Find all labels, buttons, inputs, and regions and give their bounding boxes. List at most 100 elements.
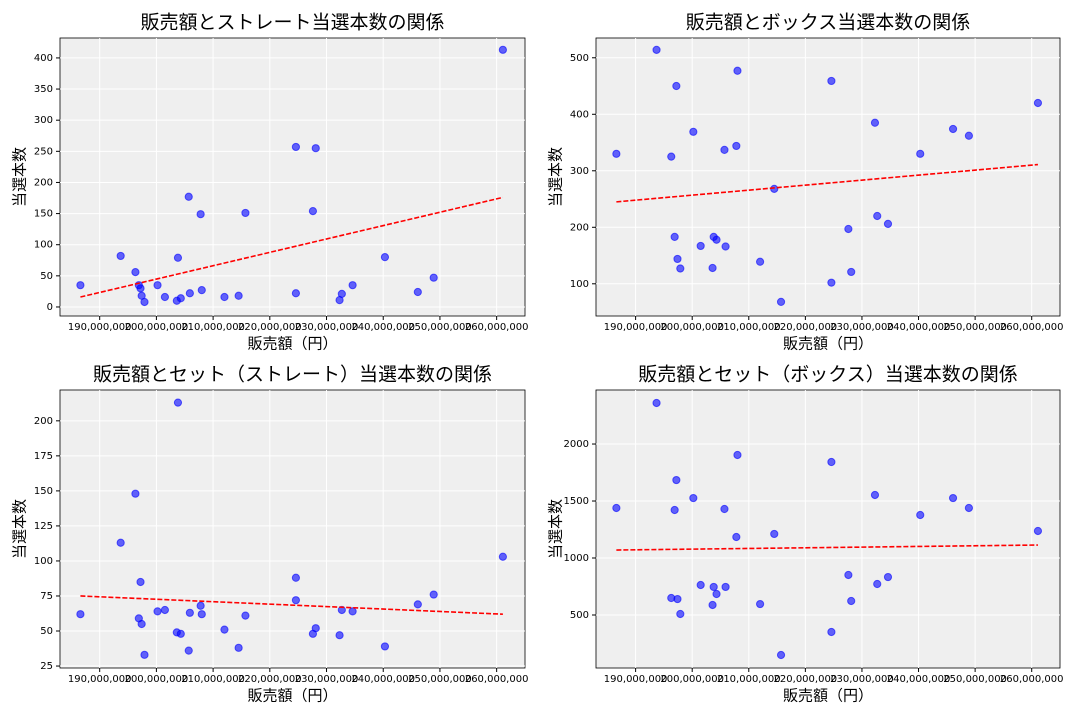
scatter-point	[308, 206, 318, 216]
y-tick-label: 0	[47, 302, 53, 313]
x-axis-label: 販売額（円）	[783, 335, 873, 353]
y-tick-label: 200	[570, 222, 589, 233]
trend-line	[616, 163, 1039, 203]
scatter-point	[770, 529, 779, 539]
scatter-point	[413, 287, 422, 297]
x-axis-label: 販売額（円）	[783, 687, 873, 705]
scatter-point	[720, 504, 729, 514]
scatter-point	[827, 278, 836, 287]
plot-area	[59, 389, 526, 669]
x-tick-label: 200,000,000	[125, 322, 189, 333]
x-tick-label: 250,000,000	[943, 322, 1007, 333]
scatter-point	[708, 600, 717, 610]
scatter-point	[160, 605, 170, 615]
y-tick-label: 75	[40, 591, 53, 602]
x-tick-label: 240,000,000	[887, 674, 951, 685]
scatter-point	[234, 643, 243, 652]
chart-title: 販売額とボックス当選本数の関係	[686, 12, 970, 34]
scatter-point	[335, 631, 344, 640]
x-tick-label: 220,000,000	[238, 674, 302, 685]
x-tick-label: 190,000,000	[68, 674, 132, 685]
scatter-point	[136, 284, 145, 293]
scatter-point	[667, 152, 676, 161]
scatter-point	[241, 611, 250, 620]
scatter-point	[153, 281, 162, 290]
scatter-point	[348, 607, 357, 616]
scatter-point	[116, 251, 125, 261]
scatter-point	[173, 253, 183, 262]
scatter-point	[291, 596, 301, 605]
scatter-point	[776, 297, 786, 306]
scatter-point	[689, 493, 698, 503]
scatter-point	[197, 286, 206, 295]
scatter-point	[670, 505, 679, 515]
x-tick-label: 210,000,000	[181, 322, 245, 333]
x-tick-label: 260,000,000	[465, 322, 529, 333]
y-tick-label: 300	[34, 115, 53, 126]
scatter-point	[291, 289, 301, 298]
scatter-point	[311, 144, 320, 153]
y-tick-label: 50	[40, 271, 53, 282]
scatter-point	[131, 489, 140, 498]
scatter-point	[498, 552, 507, 561]
trend-line	[80, 196, 504, 298]
scatter-point	[1033, 526, 1043, 536]
scatter-point	[696, 241, 705, 251]
scatter-point	[612, 503, 621, 513]
y-tick-label: 100	[570, 279, 589, 290]
scatter-point	[196, 210, 205, 219]
x-tick-label: 230,000,000	[295, 674, 359, 685]
scatter-point	[185, 608, 194, 617]
x-tick-label: 210,000,000	[181, 674, 245, 685]
scatter-point	[184, 192, 193, 201]
scatter-point	[844, 570, 853, 580]
scatter-point	[196, 601, 205, 610]
scatter-point	[673, 254, 682, 264]
scatter-point	[732, 532, 741, 542]
scatter-point	[712, 235, 721, 244]
scatter-point	[732, 141, 741, 151]
scatter-point	[755, 257, 765, 266]
scatter-point	[916, 510, 925, 520]
scatter-point	[185, 289, 194, 298]
scatter-point	[712, 589, 721, 599]
y-tick-label: 500	[570, 53, 589, 64]
x-axis-label: 販売額（円）	[247, 335, 337, 353]
scatter-point	[948, 124, 958, 134]
scatter-point	[883, 572, 893, 582]
scatter-point	[870, 490, 880, 500]
scatter-point	[160, 292, 170, 302]
y-tick-label: 500	[570, 610, 589, 621]
x-tick-label: 260,000,000	[465, 674, 529, 685]
y-tick-label: 25	[40, 661, 53, 672]
scatter-point	[916, 149, 925, 158]
chart-title: 販売額とセット（ボックス）当選本数の関係	[638, 364, 1017, 386]
x-axis-label: 販売額（円）	[247, 687, 337, 705]
scatter-point	[76, 281, 85, 290]
scatter-point	[429, 590, 438, 599]
scatter-point	[241, 208, 250, 218]
x-tick-label: 250,000,000	[943, 674, 1007, 685]
x-tick-label: 240,000,000	[887, 322, 951, 333]
scatter-point	[1033, 98, 1043, 108]
scatter-point	[964, 131, 973, 140]
x-tick-label: 210,000,000	[717, 674, 781, 685]
y-tick-label: 2000	[564, 439, 589, 450]
x-tick-label: 230,000,000	[295, 322, 359, 333]
plot-area	[59, 37, 526, 317]
scatter-point	[140, 650, 149, 659]
x-tick-label: 210,000,000	[717, 322, 781, 333]
y-tick-label: 125	[34, 521, 53, 532]
x-tick-label: 230,000,000	[830, 322, 894, 333]
scatter-point	[721, 582, 730, 592]
y-tick-label: 1500	[564, 496, 589, 507]
y-axis-label: 当選本数	[11, 499, 29, 559]
scatter-point	[964, 503, 973, 513]
scatter-point	[220, 625, 229, 634]
scatter-point	[176, 294, 185, 303]
scatter-point	[733, 450, 742, 460]
scatter-point	[827, 76, 836, 86]
x-tick-label: 240,000,000	[351, 322, 415, 333]
y-tick-label: 150	[34, 209, 53, 220]
